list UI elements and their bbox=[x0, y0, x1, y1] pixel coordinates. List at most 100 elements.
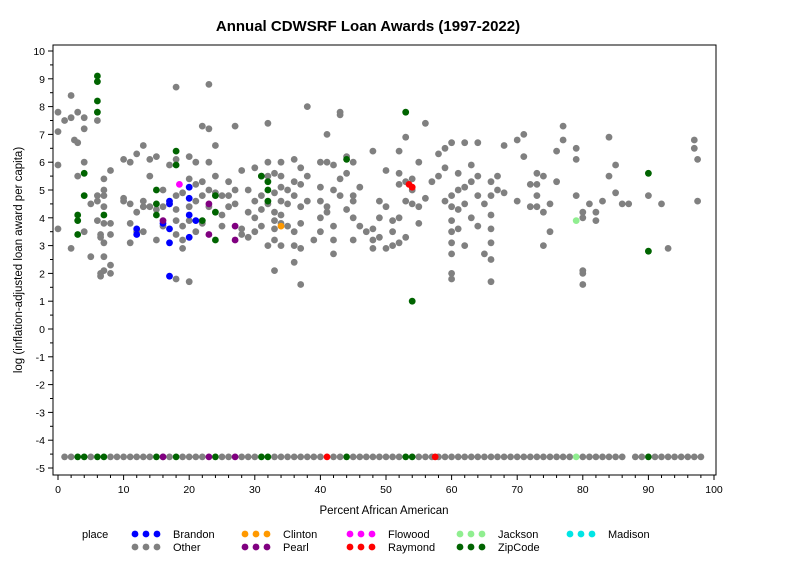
data-point bbox=[448, 217, 455, 225]
data-point bbox=[579, 214, 587, 222]
data-point bbox=[349, 158, 357, 166]
data-point bbox=[94, 97, 101, 105]
chart-title: Annual CDWSRF Loan Awards (1997-2022) bbox=[216, 18, 520, 35]
data-point bbox=[572, 156, 580, 163]
data-point bbox=[225, 192, 233, 200]
data-point bbox=[586, 453, 593, 461]
data-point bbox=[487, 192, 495, 200]
data-point bbox=[448, 192, 455, 200]
data-point bbox=[153, 453, 160, 461]
legend-marker bbox=[241, 543, 249, 551]
data-point bbox=[310, 453, 318, 461]
data-point bbox=[487, 256, 495, 263]
x-tick-label: 80 bbox=[577, 484, 589, 496]
legend-marker bbox=[153, 543, 161, 551]
legend-marker bbox=[142, 543, 150, 551]
data-point bbox=[605, 453, 613, 461]
data-point bbox=[579, 270, 587, 277]
data-point bbox=[376, 197, 383, 205]
y-axis: -5 -4 -3 -2 -1 0 1 2 3 4 5 6 7 8 9 10 bbox=[33, 46, 53, 475]
data-point bbox=[415, 220, 423, 227]
data-point bbox=[441, 164, 449, 172]
data-point bbox=[526, 181, 534, 188]
data-point bbox=[349, 192, 357, 200]
data-point bbox=[166, 453, 173, 461]
legend-marker bbox=[357, 543, 365, 551]
data-point bbox=[264, 172, 272, 180]
data-point bbox=[330, 236, 337, 244]
data-point bbox=[212, 192, 219, 200]
data-point bbox=[395, 214, 403, 222]
data-point bbox=[185, 453, 193, 461]
data-point bbox=[448, 270, 455, 277]
data-point bbox=[317, 214, 324, 222]
data-point bbox=[231, 453, 239, 461]
data-point bbox=[61, 117, 68, 124]
data-point bbox=[166, 200, 173, 208]
data-point bbox=[605, 172, 613, 180]
data-point bbox=[290, 242, 298, 250]
data-point bbox=[694, 197, 701, 205]
data-point bbox=[323, 131, 331, 138]
data-point bbox=[205, 453, 213, 461]
data-point bbox=[395, 453, 403, 461]
data-point bbox=[74, 217, 82, 225]
data-point bbox=[402, 197, 410, 205]
y-tick-label: -3 bbox=[36, 407, 45, 419]
data-point bbox=[651, 453, 659, 461]
data-point bbox=[330, 222, 337, 230]
data-point bbox=[500, 189, 508, 197]
data-point bbox=[54, 128, 62, 136]
data-point bbox=[494, 186, 501, 194]
data-point bbox=[198, 178, 206, 186]
data-point bbox=[461, 139, 469, 147]
x-tick-label: 20 bbox=[183, 484, 195, 496]
data-point bbox=[172, 161, 180, 169]
data-point bbox=[172, 453, 180, 461]
y-tick-label: -1 bbox=[36, 352, 45, 364]
data-point bbox=[238, 453, 246, 461]
data-point bbox=[172, 83, 180, 91]
data-point bbox=[100, 220, 108, 227]
data-point bbox=[448, 139, 455, 147]
data-point bbox=[362, 453, 370, 461]
data-point bbox=[454, 186, 462, 194]
data-point bbox=[166, 239, 173, 247]
legend-marker bbox=[263, 530, 271, 538]
data-point bbox=[271, 169, 278, 177]
data-point bbox=[80, 158, 88, 166]
data-point bbox=[244, 233, 252, 241]
data-point bbox=[74, 211, 82, 219]
data-point bbox=[97, 233, 104, 241]
data-point bbox=[297, 164, 305, 172]
data-point bbox=[415, 158, 423, 166]
legend-marker bbox=[142, 530, 150, 538]
data-point bbox=[172, 231, 180, 238]
data-point bbox=[441, 144, 449, 152]
data-point bbox=[317, 228, 324, 236]
data-point bbox=[645, 453, 652, 461]
data-point bbox=[54, 161, 62, 169]
data-point bbox=[553, 178, 560, 186]
data-point bbox=[198, 192, 206, 200]
data-point bbox=[645, 247, 652, 255]
data-point bbox=[546, 200, 554, 208]
data-point bbox=[631, 453, 639, 461]
data-point bbox=[251, 197, 259, 205]
data-point bbox=[100, 239, 108, 247]
data-point bbox=[139, 142, 147, 149]
data-point bbox=[448, 453, 455, 461]
data-point bbox=[297, 245, 305, 252]
data-point bbox=[467, 453, 475, 461]
data-point bbox=[126, 220, 134, 227]
y-tick-label: 1 bbox=[39, 296, 45, 308]
data-point bbox=[107, 261, 114, 269]
data-point bbox=[166, 225, 173, 233]
data-point bbox=[264, 158, 272, 166]
data-point bbox=[297, 181, 305, 188]
legend-marker bbox=[241, 530, 249, 538]
data-point bbox=[94, 197, 101, 205]
data-point bbox=[572, 144, 580, 152]
data-point bbox=[645, 169, 652, 177]
data-point bbox=[185, 233, 193, 241]
